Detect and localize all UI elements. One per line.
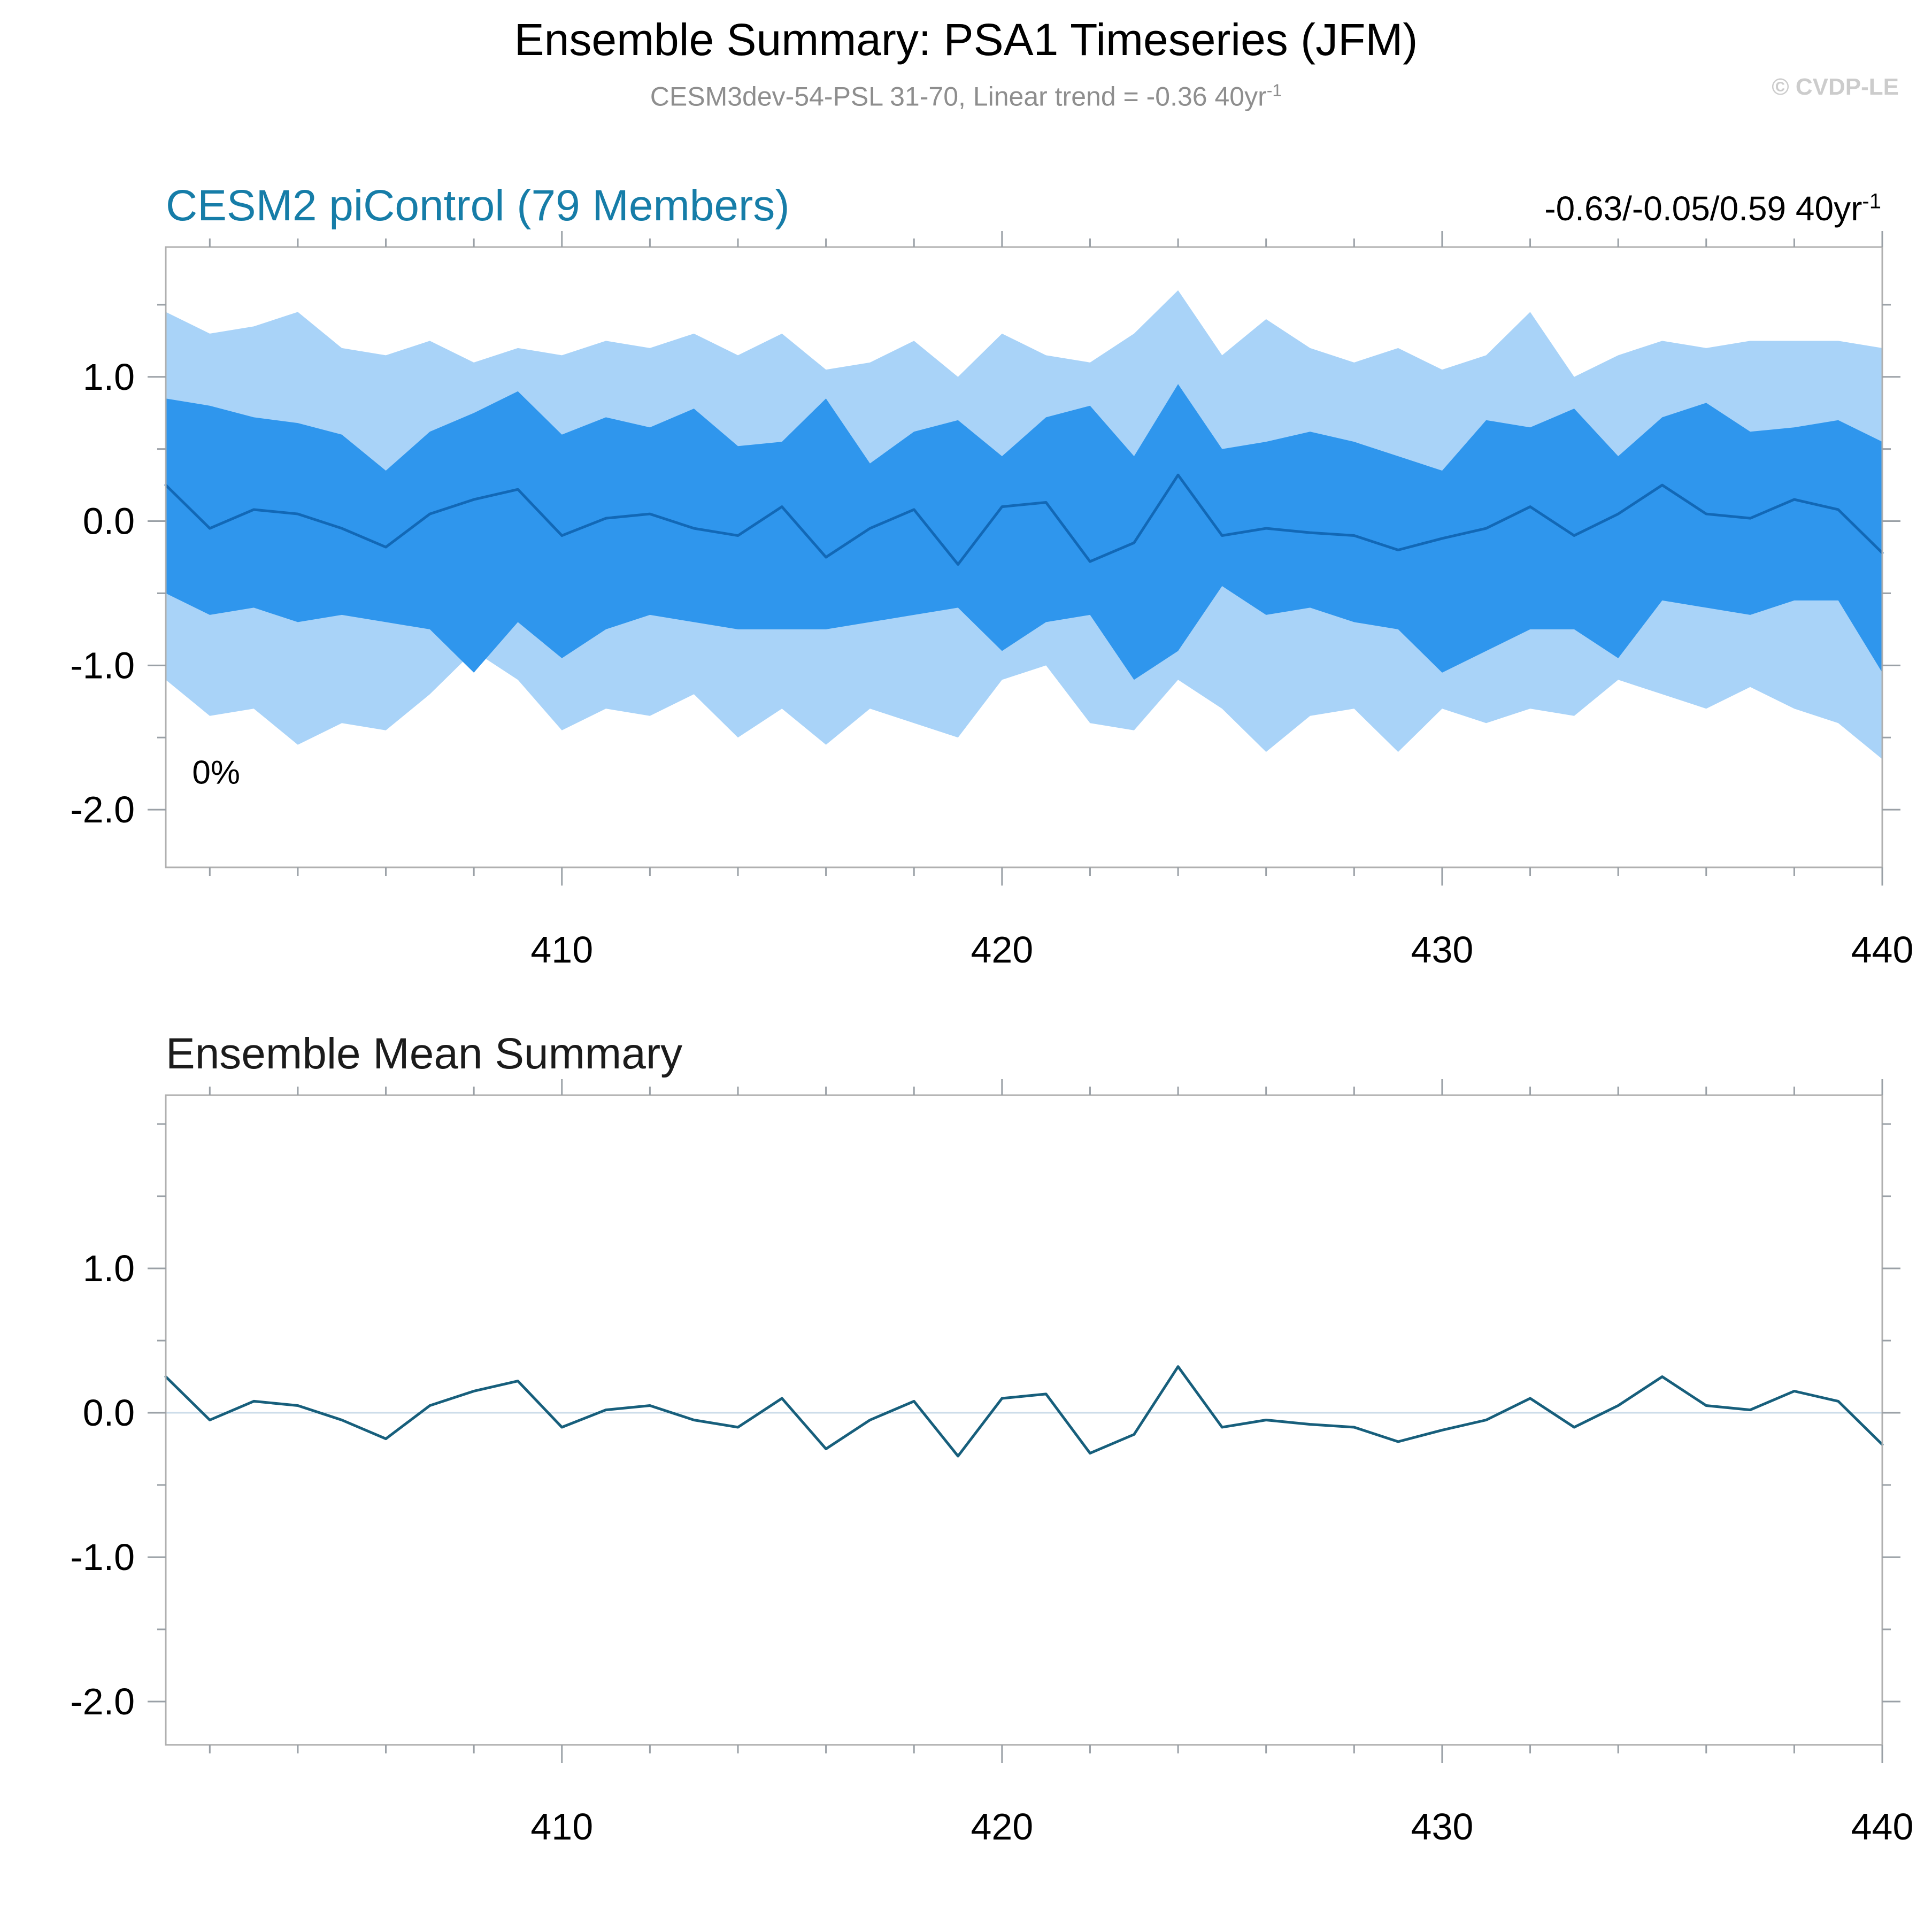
x-tick-label: 430 <box>1411 929 1474 971</box>
trend-range-label: -0.63/-0.05/0.59 40yr-1 <box>1544 189 1881 228</box>
y-tick-label: 0.0 <box>83 1392 135 1434</box>
ensemble-mean-chart: 410 420 430 440 -2.0 -1.0 0.0 1.0 <box>0 1079 1932 1865</box>
trend-range-text: -0.63/-0.05/0.59 40yr <box>1544 189 1862 228</box>
ensemble-spread-chart: 410 420 430 440 -2.0 -1.0 0.0 1.0 0% <box>0 230 1932 985</box>
cvdp-watermark: © CVDP-LE <box>1772 74 1899 100</box>
x-tick-label: 440 <box>1851 1806 1914 1848</box>
central-spread-band-area <box>166 383 1882 680</box>
y-tick-label: 0.0 <box>83 500 135 542</box>
y-tick-label: 1.0 <box>83 1248 135 1289</box>
subtitle-exponent: -1 <box>1266 81 1282 100</box>
plot-border <box>165 246 1883 868</box>
y-tick-label: -2.0 <box>70 1681 135 1722</box>
plot-border <box>165 1094 1883 1746</box>
x-tick-label: 430 <box>1411 1806 1474 1848</box>
page-header: Ensemble Summary: PSA1 Timeseries (JFM) … <box>0 0 1932 112</box>
x-tick-label: 440 <box>1851 929 1914 971</box>
x-tick-label: 410 <box>530 1806 593 1848</box>
coverage-percent-label: 0% <box>192 754 240 791</box>
ensemble-panel-header: CESM2 piControl (79 Members) -0.63/-0.05… <box>0 181 1932 231</box>
page-subtitle: CESM3dev-54-PSL 31-70, Linear trend = -0… <box>0 81 1932 112</box>
x-tick-label: 410 <box>530 929 593 971</box>
y-tick-label: -1.0 <box>70 644 135 686</box>
y-tick-label: 1.0 <box>83 356 135 397</box>
ensemble-mean-line <box>164 1365 1884 1458</box>
mean-panel-title: Ensemble Mean Summary <box>166 1029 683 1078</box>
subtitle-text: CESM3dev-54-PSL 31-70, Linear trend = -0… <box>650 81 1267 112</box>
trend-range-exponent: -1 <box>1862 189 1881 213</box>
x-tick-label: 420 <box>971 929 1033 971</box>
ensemble-mean-chart: 410 420 430 440 -2.0 -1.0 0.0 1.0 <box>70 1079 1914 1848</box>
y-tick-label: -2.0 <box>70 789 135 830</box>
x-tick-label: 420 <box>971 1806 1033 1848</box>
page-title: Ensemble Summary: PSA1 Timeseries (JFM) <box>514 14 1418 65</box>
ensemble-panel-title: CESM2 piControl (79 Members) <box>166 181 790 230</box>
mean-panel-header: Ensemble Mean Summary <box>0 1029 1932 1079</box>
ensemble-mean-line <box>164 473 1884 566</box>
ensemble-spread-chart: 410 420 430 440 -2.0 -1.0 0.0 1.0 0% <box>70 230 1914 971</box>
y-tick-label: -1.0 <box>70 1536 135 1578</box>
